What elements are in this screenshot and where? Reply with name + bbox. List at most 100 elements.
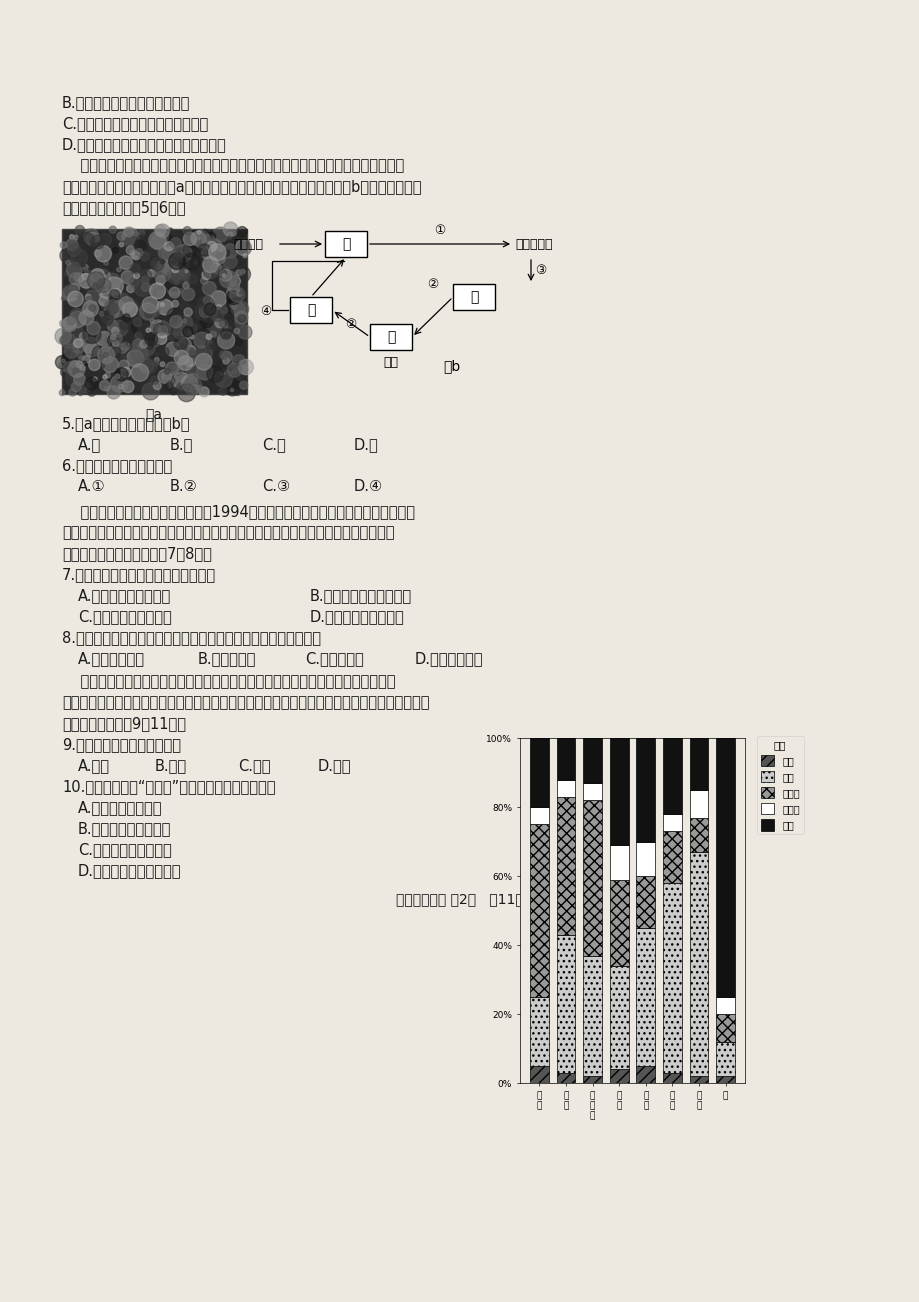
Circle shape	[124, 227, 133, 237]
Circle shape	[232, 370, 237, 374]
Circle shape	[79, 355, 83, 359]
Circle shape	[104, 310, 108, 315]
Bar	[689, 1077, 708, 1083]
Circle shape	[168, 253, 185, 270]
Circle shape	[73, 379, 85, 391]
Circle shape	[80, 381, 91, 393]
Circle shape	[221, 352, 232, 362]
Bar	[663, 814, 681, 832]
Text: B.上海: B.上海	[154, 758, 187, 773]
Circle shape	[104, 273, 120, 290]
Text: B.进行规模化人工降雨: B.进行规模化人工降雨	[78, 822, 171, 836]
Text: 国外的工业机器人技术日趋成熟，1994年开始进入我国，促进了我国机器人产业的: 国外的工业机器人技术日趋成熟，1994年开始进入我国，促进了我国机器人产业的	[62, 504, 414, 519]
Circle shape	[193, 292, 199, 298]
Circle shape	[160, 362, 165, 367]
Bar	[636, 876, 654, 928]
Circle shape	[115, 367, 128, 381]
Bar	[689, 818, 708, 852]
Circle shape	[220, 320, 227, 328]
Circle shape	[142, 359, 156, 374]
Circle shape	[177, 314, 181, 316]
Bar	[663, 883, 681, 1073]
Circle shape	[85, 232, 99, 246]
Circle shape	[134, 279, 151, 297]
Circle shape	[85, 385, 88, 389]
Circle shape	[87, 238, 91, 242]
Circle shape	[198, 243, 210, 256]
Circle shape	[218, 270, 226, 277]
Circle shape	[82, 361, 86, 366]
Circle shape	[91, 271, 102, 281]
Circle shape	[223, 223, 237, 237]
Circle shape	[219, 306, 233, 322]
Circle shape	[83, 272, 86, 276]
Circle shape	[86, 322, 100, 335]
Circle shape	[95, 305, 101, 311]
Text: B.乙: B.乙	[170, 437, 193, 452]
Text: 火山喷发: 火山喷发	[233, 237, 263, 250]
Circle shape	[138, 323, 154, 340]
Circle shape	[134, 240, 145, 251]
Circle shape	[87, 388, 96, 396]
Circle shape	[230, 288, 244, 302]
Circle shape	[71, 249, 87, 266]
Bar	[583, 1077, 601, 1083]
Circle shape	[171, 323, 183, 336]
Circle shape	[153, 286, 167, 301]
Circle shape	[168, 333, 176, 340]
Circle shape	[167, 380, 178, 392]
Circle shape	[187, 374, 193, 379]
Circle shape	[203, 341, 216, 354]
Circle shape	[238, 359, 253, 375]
Circle shape	[74, 328, 87, 342]
Circle shape	[239, 292, 243, 294]
Circle shape	[237, 241, 251, 255]
Circle shape	[117, 232, 125, 241]
Circle shape	[194, 348, 210, 365]
Circle shape	[156, 243, 160, 247]
Circle shape	[122, 228, 139, 245]
Circle shape	[183, 243, 197, 256]
Circle shape	[228, 236, 231, 240]
Circle shape	[210, 331, 216, 337]
Circle shape	[59, 389, 65, 396]
Circle shape	[177, 315, 192, 331]
Circle shape	[68, 292, 84, 307]
Circle shape	[157, 299, 173, 315]
Circle shape	[78, 392, 83, 396]
Circle shape	[153, 361, 159, 366]
Circle shape	[104, 303, 119, 319]
Circle shape	[140, 302, 156, 319]
Circle shape	[170, 387, 177, 395]
Circle shape	[156, 290, 166, 299]
Circle shape	[238, 315, 245, 323]
Circle shape	[108, 324, 120, 336]
Circle shape	[109, 302, 125, 316]
Circle shape	[121, 342, 130, 350]
Circle shape	[165, 368, 170, 374]
Circle shape	[149, 232, 165, 249]
Circle shape	[183, 227, 191, 234]
Text: 大的机器人公司。读图完成7～8题。: 大的机器人公司。读图完成7～8题。	[62, 546, 211, 561]
Circle shape	[178, 258, 189, 270]
Circle shape	[83, 337, 98, 353]
Circle shape	[142, 276, 149, 284]
Text: D.④: D.④	[354, 479, 382, 493]
Circle shape	[131, 363, 149, 381]
Circle shape	[123, 293, 134, 303]
Circle shape	[69, 388, 76, 396]
Circle shape	[112, 247, 118, 253]
Circle shape	[188, 275, 198, 284]
Circle shape	[150, 258, 164, 271]
Circle shape	[155, 224, 169, 238]
Circle shape	[174, 350, 188, 365]
Circle shape	[95, 270, 110, 285]
Circle shape	[181, 375, 198, 392]
Bar	[62, 229, 246, 395]
Circle shape	[73, 340, 85, 353]
Bar	[369, 324, 412, 350]
Circle shape	[101, 289, 110, 298]
Bar	[529, 1066, 548, 1083]
Circle shape	[162, 372, 170, 380]
Circle shape	[108, 303, 118, 314]
